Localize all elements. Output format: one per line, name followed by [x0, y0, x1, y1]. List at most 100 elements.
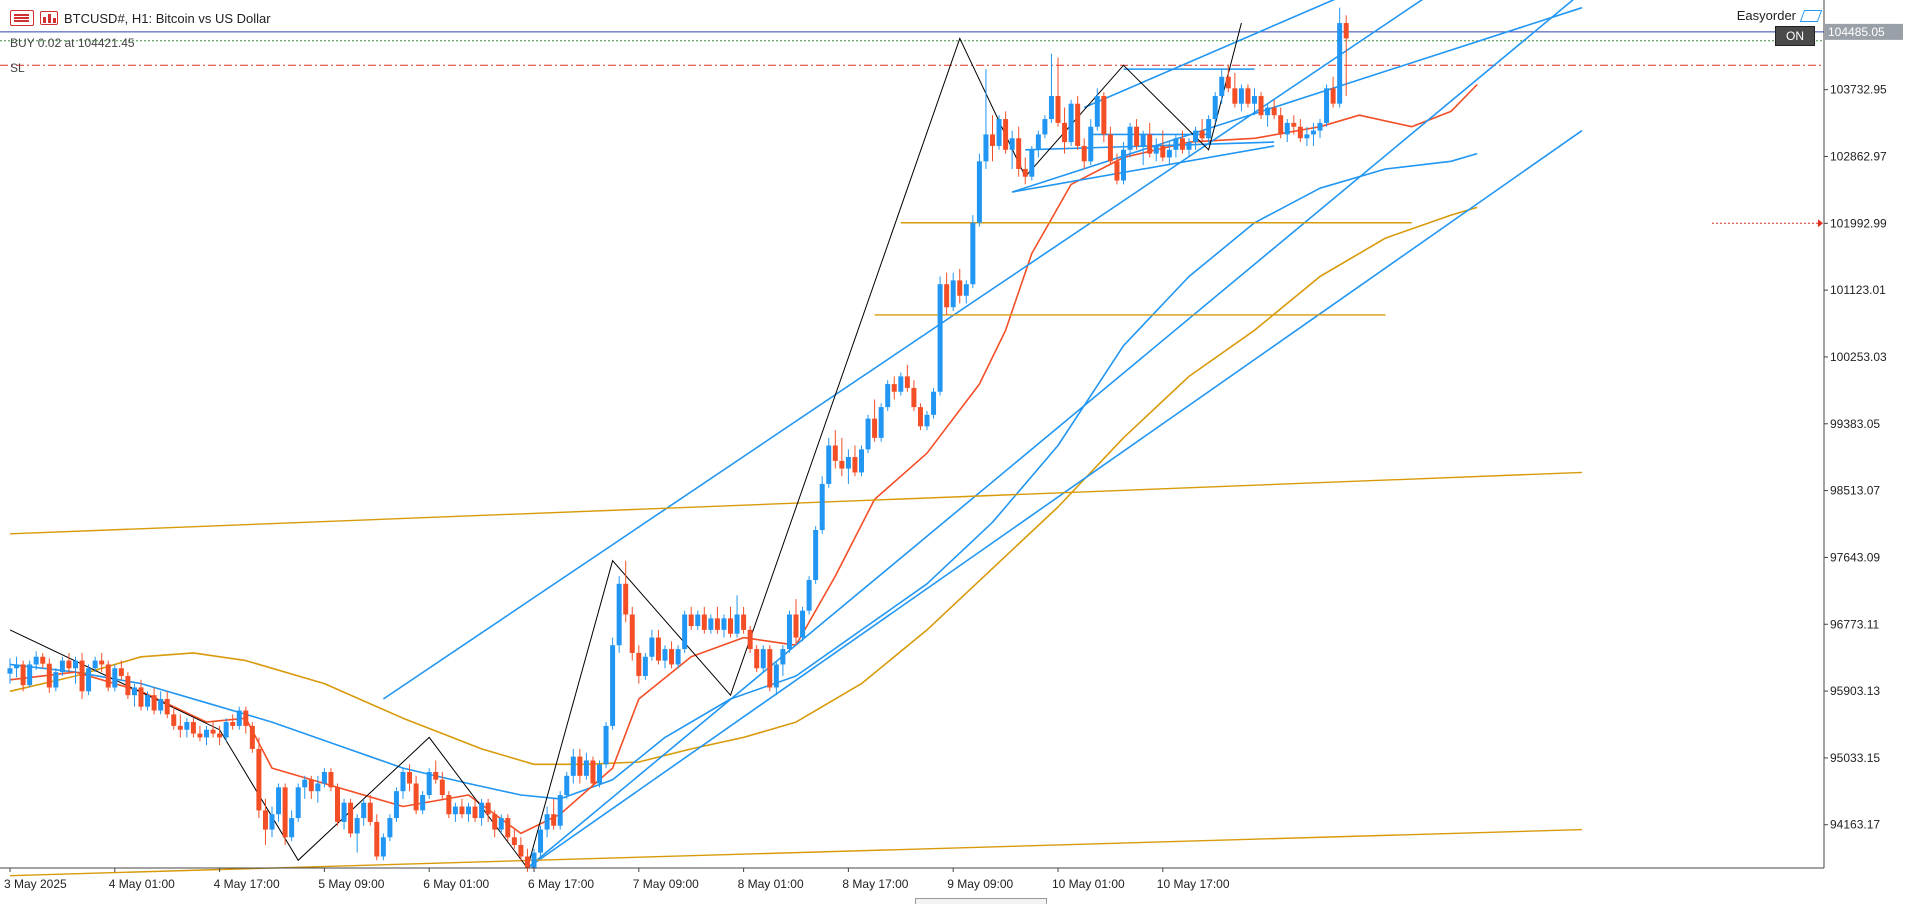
candle	[911, 380, 917, 411]
candle	[760, 645, 766, 673]
candle	[505, 814, 511, 842]
candle-body	[1330, 88, 1336, 104]
candle	[1173, 134, 1179, 158]
candle	[1160, 130, 1166, 162]
candle-body	[452, 806, 458, 815]
easyorder-panel[interactable]: Easyorder	[1737, 8, 1823, 23]
candle	[217, 725, 223, 746]
candle	[335, 783, 340, 826]
candle-body	[747, 629, 753, 650]
candle	[865, 414, 871, 454]
ma-slow-line	[9, 206, 1478, 766]
candle-body	[872, 418, 878, 438]
candle-body	[819, 483, 825, 531]
candle-body	[754, 649, 760, 669]
candle	[210, 722, 216, 738]
candle	[616, 576, 622, 653]
candle-body	[957, 280, 963, 296]
candle-body	[1291, 122, 1297, 127]
candle-body	[669, 649, 675, 665]
candle-body	[557, 795, 563, 826]
candle	[289, 810, 295, 842]
candle	[898, 372, 904, 396]
candle-body	[1245, 88, 1251, 104]
candle	[819, 476, 825, 534]
candle	[190, 718, 196, 738]
candle-body	[1081, 145, 1087, 162]
candle	[642, 652, 648, 680]
candle	[282, 783, 288, 845]
candle-body	[714, 618, 720, 630]
candle	[1029, 145, 1035, 181]
candle-body	[1035, 134, 1041, 150]
candle-body	[845, 457, 851, 469]
candle	[924, 410, 930, 431]
trendline-9[interactable]	[9, 471, 1583, 535]
candle-body	[518, 844, 524, 857]
candle-body	[786, 614, 792, 650]
trendline-3[interactable]	[1011, 6, 1583, 193]
candle	[721, 614, 727, 638]
trendline-1[interactable]	[526, 0, 1582, 869]
candle-body	[1134, 126, 1140, 146]
y-tick-label: 98513.07	[1830, 484, 1880, 498]
trendline-4[interactable]	[1083, 0, 1582, 109]
x-tick-label: 4 May 17:00	[214, 877, 280, 891]
candle-body	[1121, 149, 1126, 181]
candle-body	[911, 387, 917, 408]
candle-body	[282, 787, 288, 838]
candle-body	[564, 775, 570, 796]
x-tick-label: 7 May 09:00	[633, 877, 699, 891]
candle-body	[131, 687, 137, 696]
candle-body	[682, 614, 688, 650]
candle-body	[145, 695, 151, 707]
candle-body	[184, 722, 190, 730]
candle	[714, 606, 720, 634]
candle	[498, 814, 504, 834]
symbol-bars-icon[interactable]	[40, 11, 58, 25]
candle-body	[223, 722, 229, 738]
candle-body	[505, 818, 511, 838]
candle	[1317, 119, 1323, 139]
chart-tab[interactable]	[915, 898, 1047, 904]
stop-loss-label[interactable]: SL	[10, 61, 25, 75]
trendline-2[interactable]	[526, 129, 1583, 869]
candle	[859, 445, 864, 477]
candle	[597, 760, 602, 788]
candle	[1016, 126, 1022, 177]
trendline-5[interactable]	[1012, 145, 1275, 193]
candle-body	[20, 664, 26, 686]
candle	[845, 449, 851, 484]
candle-body	[1265, 107, 1271, 116]
candle-body	[125, 675, 131, 696]
candle-body	[963, 284, 969, 296]
on-toggle-button[interactable]: ON	[1775, 26, 1815, 46]
candle	[387, 814, 393, 842]
candle	[734, 595, 740, 638]
candle	[944, 272, 950, 315]
candle	[1219, 69, 1225, 104]
candle-body	[393, 791, 399, 819]
candle	[1297, 119, 1303, 143]
buy-position-label[interactable]: BUY 0.02 at 104421.45	[10, 36, 135, 50]
candle-body	[7, 668, 13, 674]
bottom-tab-strip	[0, 898, 1920, 904]
candle	[963, 280, 969, 304]
candle	[105, 660, 111, 692]
chart-menu-icon[interactable]	[10, 10, 34, 26]
y-tick-label: 95033.15	[1830, 751, 1880, 765]
candle	[511, 829, 517, 849]
candle	[904, 364, 910, 392]
candle-body	[27, 664, 33, 686]
x-tick-label: 6 May 17:00	[528, 877, 594, 891]
candle	[269, 806, 275, 838]
candle-body	[610, 645, 616, 726]
candle-body	[1003, 119, 1009, 150]
candle	[538, 825, 544, 857]
candle	[839, 437, 845, 477]
candle-body	[1147, 134, 1153, 154]
candle-body	[472, 806, 478, 819]
candle	[623, 560, 629, 623]
